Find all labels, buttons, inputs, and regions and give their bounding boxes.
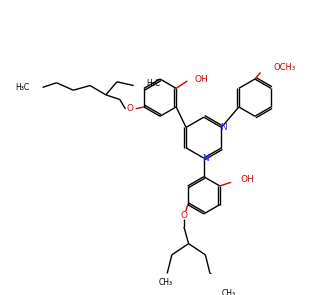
Text: OH: OH xyxy=(240,175,254,184)
Text: O: O xyxy=(127,104,134,113)
Text: N: N xyxy=(202,154,209,163)
Text: H₃C: H₃C xyxy=(15,83,30,92)
Text: OH: OH xyxy=(195,75,209,83)
Text: O: O xyxy=(180,211,187,220)
Text: H₃C: H₃C xyxy=(146,79,160,88)
Text: CH₃: CH₃ xyxy=(222,289,236,295)
Text: N: N xyxy=(220,123,227,132)
Text: OCH₃: OCH₃ xyxy=(273,63,296,72)
Text: CH₃: CH₃ xyxy=(158,278,172,287)
